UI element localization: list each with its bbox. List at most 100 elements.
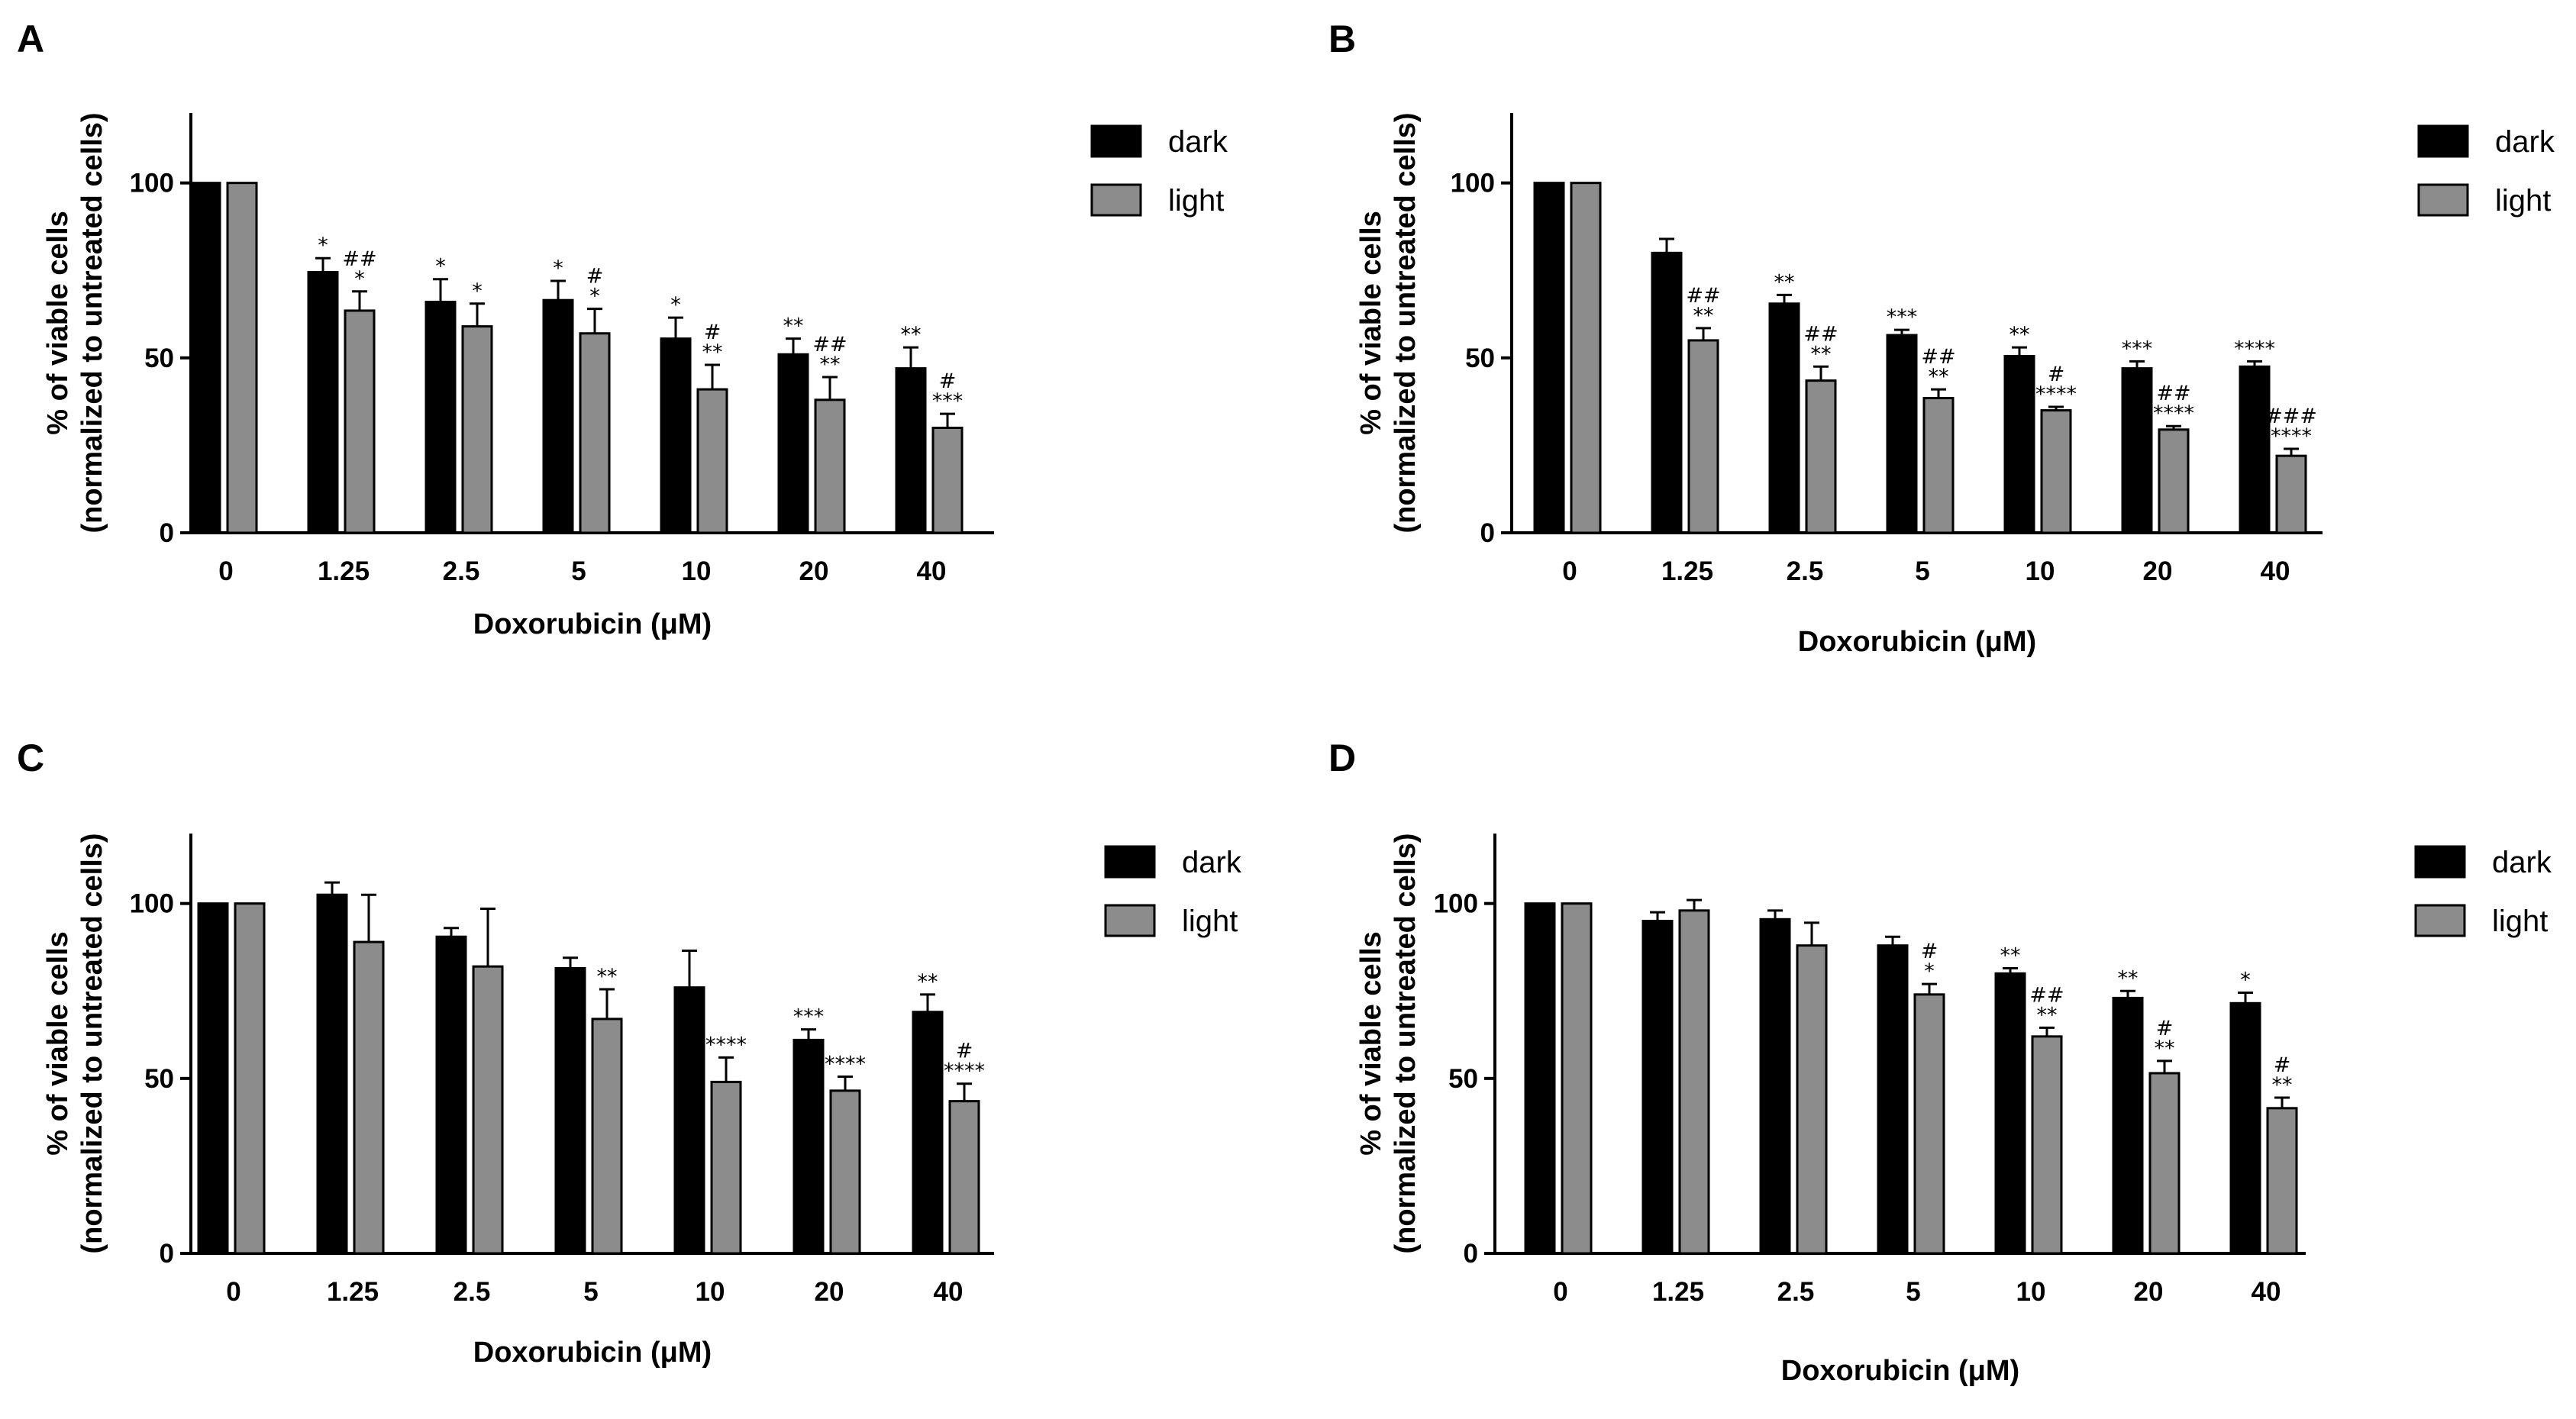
significance-label: ## [2156,382,2190,405]
bar-light [1678,909,1710,1255]
significance-label: * [670,293,681,317]
significance-label: * [354,267,365,291]
significance-label: *** [793,1005,825,1029]
significance-label: **** [2271,424,2312,448]
bar-light [591,1017,623,1255]
significance-label: * [589,285,600,308]
legend-label-light: light [2492,905,2548,938]
y-tick-label: 0 [160,1239,174,1269]
y-tick-label: 100 [130,169,174,198]
legend-label-dark: dark [1182,846,1242,879]
legend-swatch-light [2414,904,2466,937]
bar-dark [554,966,586,1255]
bar-light [696,388,728,534]
significance-label: ** [1774,270,1795,294]
y-axis-title: % of viable cells [42,211,74,435]
bar-light [2031,1035,2063,1255]
bar-light [226,182,258,534]
y-axis-title: % of viable cells [1355,211,1387,435]
bar-light [1805,379,1837,534]
x-tick-label: 0 [218,556,233,586]
bar-light [234,902,266,1255]
significance-label: ## [342,247,376,271]
significance-label: **** [2035,382,2077,406]
bar-dark [435,935,467,1255]
bar-dark [895,367,927,534]
bar-light [1570,182,1602,534]
significance-label: * [318,234,328,257]
bar-light [461,325,493,534]
significance-label: **** [825,1053,866,1076]
bar-dark [1651,251,1683,534]
bar-light [1687,339,1719,534]
panel-letter: D [1328,737,1356,779]
y-tick-label: 0 [1464,1239,1478,1269]
y-axis-title: % of viable cells [1355,931,1387,1156]
significance-label: ## [1921,345,1955,369]
x-tick-label: 1.25 [1661,556,1713,586]
panel-letter: C [17,737,44,779]
bar-dark [1533,182,1565,534]
bar-dark [542,298,574,534]
bar-light [829,1089,861,1255]
bar-dark [189,182,221,534]
x-tick-label: 5 [583,1277,598,1307]
x-tick-label: 5 [571,556,586,586]
significance-label: ** [918,970,938,994]
legend-label-light: light [2495,184,2551,218]
x-tick-label: 5 [1915,556,1929,586]
bar-light [2040,409,2072,534]
legend-swatch-light [1090,183,1142,217]
bar-light [1922,397,1955,534]
x-tick-label: 2.5 [1787,556,1824,586]
y-tick-label: 50 [144,1064,174,1094]
significance-label: ** [2272,1073,2293,1097]
bar-dark [424,301,457,534]
x-tick-label: 1.25 [318,556,370,586]
legend-swatch-light [2417,183,2469,217]
significance-label: *** [932,389,964,413]
bar-dark [1641,920,1674,1255]
y-tick-label: 50 [1465,343,1495,373]
significance-label: # [939,369,957,393]
bar-dark [2003,355,2035,534]
x-tick-label: 5 [1906,1277,1920,1307]
bar-dark [1877,944,1909,1255]
x-tick-label: 0 [1562,556,1577,586]
x-axis-title: Doxorubicin (μM) [473,1337,712,1369]
bar-light [1796,944,1828,1255]
x-axis-title: Doxorubicin (μM) [1798,626,2036,658]
bar-light [2275,454,2307,534]
x-tick-label: 1.25 [1652,1277,1704,1307]
y-axis-subtitle: (normalized to untreated cells) [76,833,108,1253]
x-tick-label: 20 [2143,556,2173,586]
x-tick-label: 20 [815,1277,844,1307]
bar-dark [2239,365,2271,534]
significance-label: ** [901,323,922,347]
legend-swatch-dark [2414,845,2466,879]
significance-label: ** [2037,1003,2058,1027]
x-tick-label: 10 [2016,1277,2046,1307]
bar-dark [2229,1001,2261,1255]
bar-dark [316,893,348,1255]
x-tick-label: 40 [934,1277,964,1307]
bar-dark [197,902,229,1255]
x-tick-label: 2.5 [1777,1277,1815,1307]
bar-light [344,309,376,534]
bar-dark [1524,902,1556,1255]
significance-label: ## [1686,284,1720,308]
legend-swatch-dark [1090,124,1142,158]
y-axis-title: % of viable cells [42,931,74,1156]
y-tick-label: 100 [130,889,174,919]
legend-label-dark: dark [2492,846,2552,879]
x-tick-label: 0 [226,1277,240,1307]
y-axis-subtitle: (normalized to untreated cells) [1390,112,1422,533]
significance-label: # [2274,1053,2291,1077]
significance-label: ## [2029,983,2064,1007]
significance-label: **** [2234,337,2275,360]
significance-label: **** [2153,402,2194,425]
bar-dark [1886,334,1918,534]
significance-label: ** [2155,1037,2175,1060]
